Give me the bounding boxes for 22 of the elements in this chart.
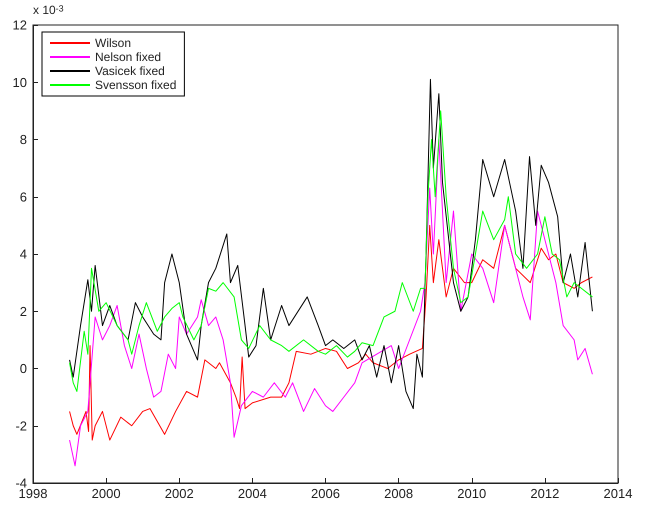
y-tick-label: -2 [15,418,27,434]
legend-label: Nelson fixed [95,50,162,64]
legend-label: Vasicek fixed [95,64,165,78]
y-tick-label: 8 [20,132,27,147]
x-tick-label: 2014 [604,486,632,501]
y-tick-label: 12 [12,18,27,32]
x-tick-label: 2012 [530,486,560,501]
y-tick-label: 6 [20,189,27,204]
y-tick-label: 10 [12,74,27,90]
line-series [69,139,593,466]
x-tick-label: 2008 [384,486,414,501]
y-tick-label: 4 [20,246,27,262]
x-tick-label: 2006 [311,486,340,501]
line-series [69,224,593,441]
x-tick-label: 2000 [92,486,121,501]
x-tick-label: 2002 [164,486,194,501]
x-tick-label: 2010 [457,486,486,501]
x-tick-label: 2004 [238,486,267,501]
legend-label: Wilson [95,36,132,50]
legend-label: Svensson fixed [95,78,176,92]
y-tick-label: 0 [20,361,27,376]
y-tick-label: 2 [20,304,27,319]
